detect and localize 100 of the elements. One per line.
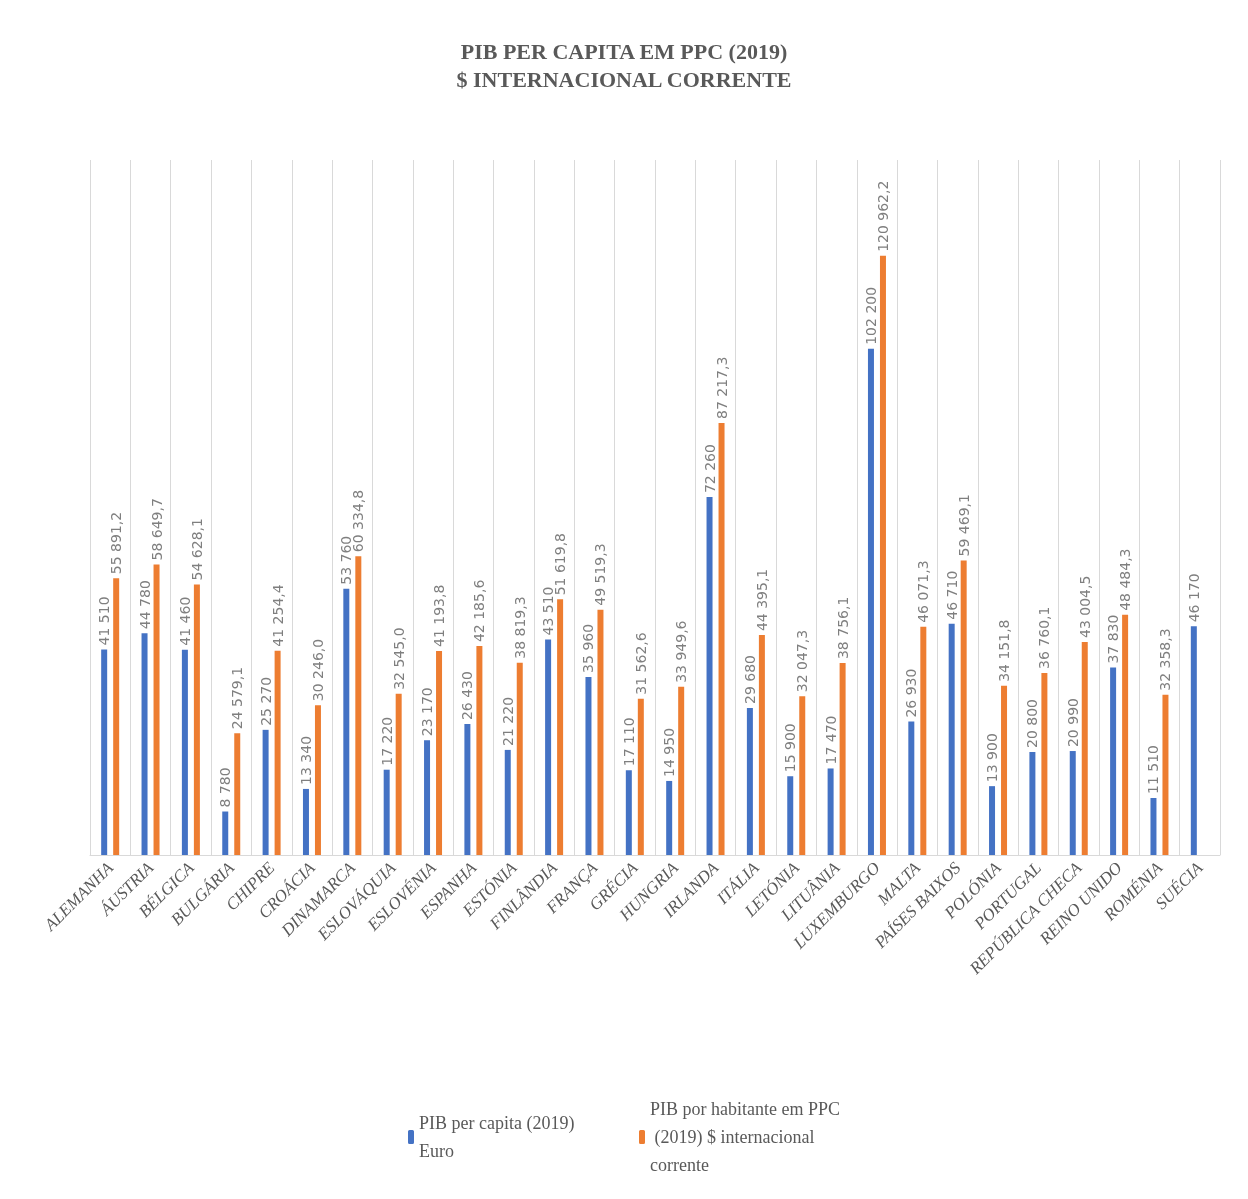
data-label: 32 047,3 [794,629,811,693]
data-label: 41 460 [176,596,193,646]
chart-subtitle: $ INTERNACIONAL CORRENTE [456,66,792,92]
data-label: 8 780 [217,767,234,808]
bar [827,768,834,855]
bar [516,662,523,855]
bar [1190,626,1197,855]
bar [557,599,564,855]
data-label: 41 254,4 [269,584,286,647]
data-label: 15 900 [782,723,799,773]
bar [424,740,431,855]
data-label: 14 950 [661,727,678,777]
bar [637,698,644,855]
bar [101,649,108,855]
data-label: 25 270 [257,676,274,726]
data-label: 120 962,2 [874,180,891,252]
bar [141,633,148,855]
bar [678,686,685,855]
bar [920,626,927,855]
data-label: 13 340 [297,735,314,785]
data-label: 26 430 [459,671,476,721]
bar [879,255,886,855]
data-label: 33 949,6 [673,620,690,683]
legend-label: PIB per capita (2019) Euro [419,1113,579,1161]
data-label: 41 193,8 [431,584,448,647]
bar [193,584,200,855]
bar [383,769,390,855]
data-label: 87 217,3 [713,356,730,419]
bar [222,811,229,855]
data-label: 44 780 [136,580,153,630]
bar [839,663,846,855]
bar [625,770,632,855]
bar [718,423,725,855]
data-label: 23 170 [419,687,436,737]
bar [113,578,120,855]
data-label: 17 110 [620,717,637,767]
bar [234,733,241,855]
data-label: 32 545,0 [390,627,407,690]
bar [585,676,592,855]
data-label: 20 990 [1064,698,1081,748]
data-label: 35 960 [580,623,597,673]
bar [1001,685,1008,855]
data-label: 41 510 [96,596,113,646]
data-label: 42 185,6 [471,579,488,643]
bar [476,646,483,855]
data-label: 51 619,8 [552,532,569,596]
bar [666,780,673,855]
bar [504,749,511,855]
bar [1150,797,1157,855]
bar [274,650,281,855]
bar [464,724,471,855]
bar [989,786,996,855]
data-label: 54 628,1 [188,518,205,581]
data-label: 32 358,3 [1157,628,1174,691]
bar [597,609,604,855]
bar [262,729,269,855]
bar [758,635,765,855]
data-label: 46 170 [1185,573,1202,623]
data-label: 102 200 [862,286,879,345]
bar [355,556,362,855]
data-label: 11 510 [1145,744,1162,794]
bar [395,693,402,855]
bar [1110,667,1117,855]
bar [867,348,874,855]
data-label: 48 484,3 [1117,548,1134,611]
bar [960,560,967,855]
bar [343,588,350,855]
bar [436,650,443,855]
bar [302,788,309,855]
bar [153,564,160,855]
bar [948,623,955,855]
data-label: 49 519,3 [592,543,609,606]
data-label: 60 334,8 [350,489,367,553]
data-label: 17 220 [378,716,395,766]
data-label: 30 246,0 [309,638,326,702]
data-label: 26 930 [903,668,920,718]
data-label: 31 562,6 [632,632,649,695]
bar [1122,614,1129,855]
data-label: 21 220 [499,696,516,746]
data-label: 46 710 [943,570,960,620]
bar [314,705,321,855]
data-label: 17 470 [822,715,839,765]
bar [181,649,188,855]
bar [908,721,915,855]
data-label: 43 004,5 [1076,575,1093,638]
bar [706,497,713,855]
data-label: 55 891,2 [108,511,125,575]
data-label: 59 469,1 [955,494,972,557]
bar [1029,751,1036,855]
bar [1162,694,1169,855]
data-label: 37 830 [1105,614,1122,664]
legend-label: PIB por habitante em PPC (2019) $ internacional corrente [650,1099,840,1175]
data-label: 38 819,3 [511,596,528,659]
data-label: 58 649,7 [148,498,165,561]
data-label: 24 579,1 [229,666,246,730]
bar [1081,641,1088,855]
data-label: 44 395,1 [753,568,770,632]
bar [1069,751,1076,855]
bar [746,707,753,855]
bar [799,696,806,855]
